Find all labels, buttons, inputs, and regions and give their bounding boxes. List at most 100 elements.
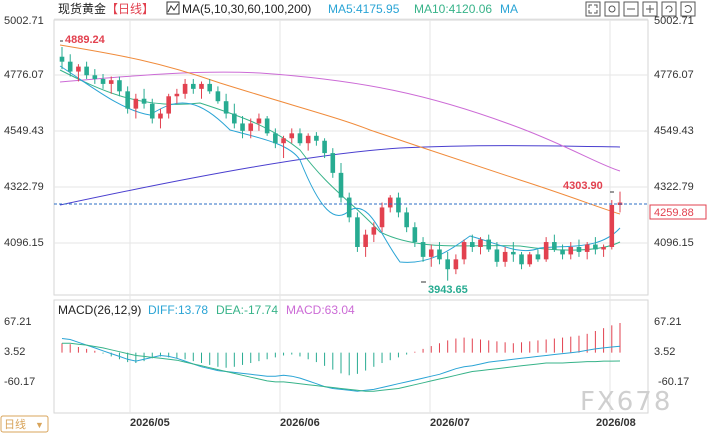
right-price-axis: 5002.71 4776.07 4549.43 4322.79 4096.15: [654, 15, 694, 249]
candle-body: [363, 234, 368, 247]
period-tag[interactable]: [0, 415, 49, 433]
period-tag-label: 日线: [4, 417, 26, 431]
candle-body: [379, 207, 385, 228]
candle-body: [182, 83, 188, 94]
ma60-line: [59, 71, 621, 172]
candle-body: [609, 204, 615, 247]
candle-body: [453, 259, 459, 270]
refresh-icon[interactable]: [680, 1, 696, 17]
macd-dea-value: DEA:-17.74: [216, 303, 278, 317]
left-price-tick: 4096.15: [4, 237, 44, 249]
left-price-axis: 5002.71 4776.07 4549.43 4322.79 4096.15: [4, 15, 44, 249]
candle-body: [141, 98, 147, 104]
macd-label: MACD(26,12,9): [58, 303, 141, 317]
right-macd-tick: -60.17: [658, 376, 689, 388]
candle-body: [404, 212, 409, 228]
macd-diff-value: DIFF:13.78: [148, 303, 208, 317]
candle-body: [330, 153, 336, 173]
settings-icon[interactable]: [604, 1, 620, 17]
candle-body: [338, 172, 344, 198]
right-price-tick: 4322.79: [654, 181, 694, 193]
right-macd-axis: 67.21 3.52 -60.17: [654, 316, 689, 388]
candle-body: [552, 242, 557, 250]
minus-icon[interactable]: [623, 1, 639, 17]
ma-more-value: MA: [500, 2, 518, 16]
candle-body: [478, 239, 483, 247]
candle-body: [494, 249, 500, 262]
right-price-tick: 5002.71: [654, 15, 694, 27]
period-label[interactable]: 【日线】: [106, 2, 154, 16]
candle-body: [560, 249, 565, 255]
candle-body: [511, 251, 516, 255]
indicator-icon[interactable]: [166, 1, 180, 15]
right-macd-tick: 67.21: [654, 316, 682, 328]
recent-high-label: 4303.90: [563, 180, 603, 192]
candle-body: [117, 80, 122, 92]
candle-body: [428, 249, 434, 257]
candle-body: [240, 123, 245, 131]
candle-body: [199, 83, 204, 89]
candlesticks: [59, 47, 623, 281]
left-price-tick: 4776.07: [4, 69, 44, 81]
candle-body: [543, 242, 549, 260]
candle-body: [223, 101, 229, 114]
left-macd-tick: -60.17: [4, 376, 35, 388]
candle-body: [461, 242, 467, 260]
candle-body: [297, 133, 303, 144]
time-label: 2026/07: [430, 417, 470, 429]
time-label: 2026/06: [280, 417, 320, 429]
candle-body: [486, 239, 492, 250]
fullscreen-icon[interactable]: [585, 1, 601, 17]
min-price-label: 3943.65: [428, 284, 468, 296]
left-price-tick: 4549.43: [4, 125, 44, 137]
candle-body: [215, 91, 221, 102]
candle-body: [174, 93, 180, 97]
candle-body: [232, 113, 237, 124]
candle-body: [264, 118, 270, 134]
period-tag-chevron: ▼: [35, 420, 44, 430]
candle-body: [437, 249, 442, 260]
candle-body: [568, 246, 574, 255]
macd-panel-frame: [53, 299, 649, 414]
left-macd-tick: 67.21: [4, 316, 32, 328]
candle-body: [158, 113, 163, 119]
candle-body: [166, 96, 171, 114]
candle-body: [190, 83, 196, 89]
candle-body: [519, 254, 524, 265]
candle-body: [248, 123, 254, 131]
candle-body: [420, 242, 426, 257]
ma5-value: MA5:4175.95: [328, 2, 400, 16]
candle-body: [576, 246, 582, 252]
time-label: 2026/08: [596, 417, 636, 429]
right-price-tick: 4096.15: [654, 237, 694, 249]
candle-body: [149, 103, 155, 119]
macd-diff-line: [61, 338, 621, 392]
moving-average-lines: [59, 44, 621, 263]
candle-body: [273, 133, 278, 144]
toolbar: [585, 1, 696, 17]
candle-body: [584, 244, 590, 252]
candle-body: [207, 83, 213, 92]
candle-body: [100, 78, 106, 84]
symbol-name: 现货黄金: [58, 1, 106, 16]
candle-body: [314, 135, 319, 141]
macd-dea-line: [62, 342, 621, 392]
candle-body: [387, 197, 393, 208]
candle-body: [289, 133, 295, 139]
candle-body: [355, 217, 360, 247]
candle-body: [108, 80, 114, 84]
candle-body: [469, 242, 475, 247]
candle-body: [305, 135, 311, 144]
time-label: 2026/05: [130, 417, 170, 429]
reset-icon[interactable]: [661, 1, 677, 17]
left-price-tick: 5002.71: [4, 15, 44, 27]
candle-body: [76, 66, 81, 72]
candle-body: [281, 138, 286, 144]
ma30-line: [59, 44, 621, 215]
plus-icon[interactable]: [642, 1, 658, 17]
candle-body: [59, 56, 65, 62]
price-panel-frame: [53, 19, 649, 296]
candle-body: [396, 197, 401, 213]
candle-body: [593, 244, 598, 250]
